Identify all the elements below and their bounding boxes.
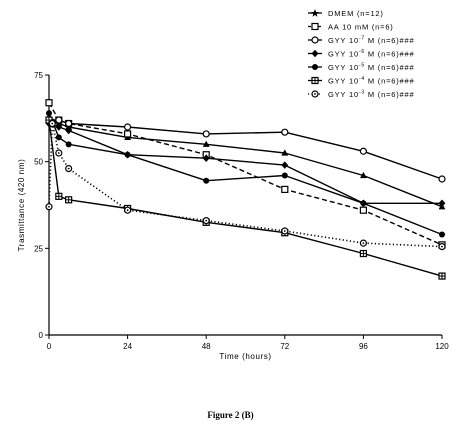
data-point-dot [48, 205, 50, 208]
data-point [359, 206, 367, 214]
data-point [311, 36, 319, 44]
data-point [202, 154, 210, 162]
data-point-dot [57, 152, 60, 154]
data-point [123, 123, 132, 131]
data-point-dot [283, 230, 286, 232]
legend-entry-3: GYY 10-7 M (n=6)### [328, 36, 414, 46]
data-point [55, 123, 63, 131]
series-line-6 [48, 120, 443, 277]
data-point [312, 64, 318, 70]
data-point [203, 177, 210, 184]
x-tick-label: 96 [359, 342, 368, 351]
x-tick-label: 24 [123, 342, 132, 351]
data-point [45, 99, 53, 107]
data-point [281, 185, 289, 193]
data-point-dot [51, 122, 54, 125]
data-point [360, 200, 367, 207]
data-point [65, 119, 73, 128]
y-tick-label: 75 [34, 71, 43, 80]
data-point-dot [205, 219, 208, 222]
line-chart: 0 25 50 75 0 24 48 72 96 120 Time (hours) Trasmitta… [17, 9, 449, 361]
figure-caption: Figure 2 (B) [207, 410, 254, 420]
legend-entry-7: GYY 10-3 M (n=6)### [328, 90, 414, 100]
y-axis-label: Trasmittance (420 nm) [17, 159, 26, 252]
data-point [438, 199, 446, 208]
legend-entry-6: GYY 10-4 M (n=6)### [328, 76, 414, 86]
data-point [311, 9, 319, 17]
series-line-5 [48, 112, 443, 236]
data-point [439, 231, 445, 238]
x-tick-label: 120 [435, 342, 449, 351]
x-axis-label: Time (hours) [219, 352, 271, 361]
data-point [65, 126, 73, 135]
data-point [359, 147, 367, 155]
y-tick-label: 0 [39, 331, 44, 340]
x-tick-label: 0 [47, 342, 52, 351]
data-point-dot [314, 93, 316, 95]
x-tick-label: 72 [280, 342, 289, 351]
data-point [202, 140, 210, 147]
data-point [360, 171, 367, 179]
plot-area: 0 25 50 75 0 24 48 72 96 120 Time (hours) Trasmitta… [17, 71, 449, 361]
data-point [311, 49, 319, 58]
series-line-4 [48, 122, 442, 205]
data-point [46, 110, 52, 117]
data-point-dot [126, 209, 129, 212]
data-point-dot [67, 167, 70, 170]
x-tick-label: 48 [202, 342, 211, 351]
data-point-dot [441, 245, 443, 248]
data-point [65, 141, 72, 148]
legend-entry-4: GYY 10-6 M (n=6)### [328, 49, 414, 59]
data-point-dot [362, 242, 365, 245]
legend-entry-5: GYY 10-5 M (n=6)### [328, 63, 414, 73]
series-line-2 [48, 102, 443, 246]
data-point [123, 130, 132, 138]
data-point [281, 149, 289, 156]
legend-entry-2: AA 10 mM (n=6) [328, 23, 394, 32]
series-line-3 [49, 119, 443, 180]
data-point [124, 151, 131, 158]
data-point [311, 22, 319, 31]
y-tick-label: 50 [34, 158, 43, 167]
legend-entry-1: DMEM (n=12) [328, 9, 384, 18]
data-point [281, 128, 289, 136]
data-point [55, 116, 63, 124]
legend: DMEM (n=12) AA 10 mM (n=6) GYY 10-7 M (n=6… [308, 9, 414, 99]
data-point [281, 161, 289, 169]
data-point [438, 175, 446, 183]
y-tick-label: 25 [34, 244, 43, 253]
data-point [55, 134, 62, 141]
data-point [202, 130, 210, 138]
data-point [281, 172, 288, 179]
